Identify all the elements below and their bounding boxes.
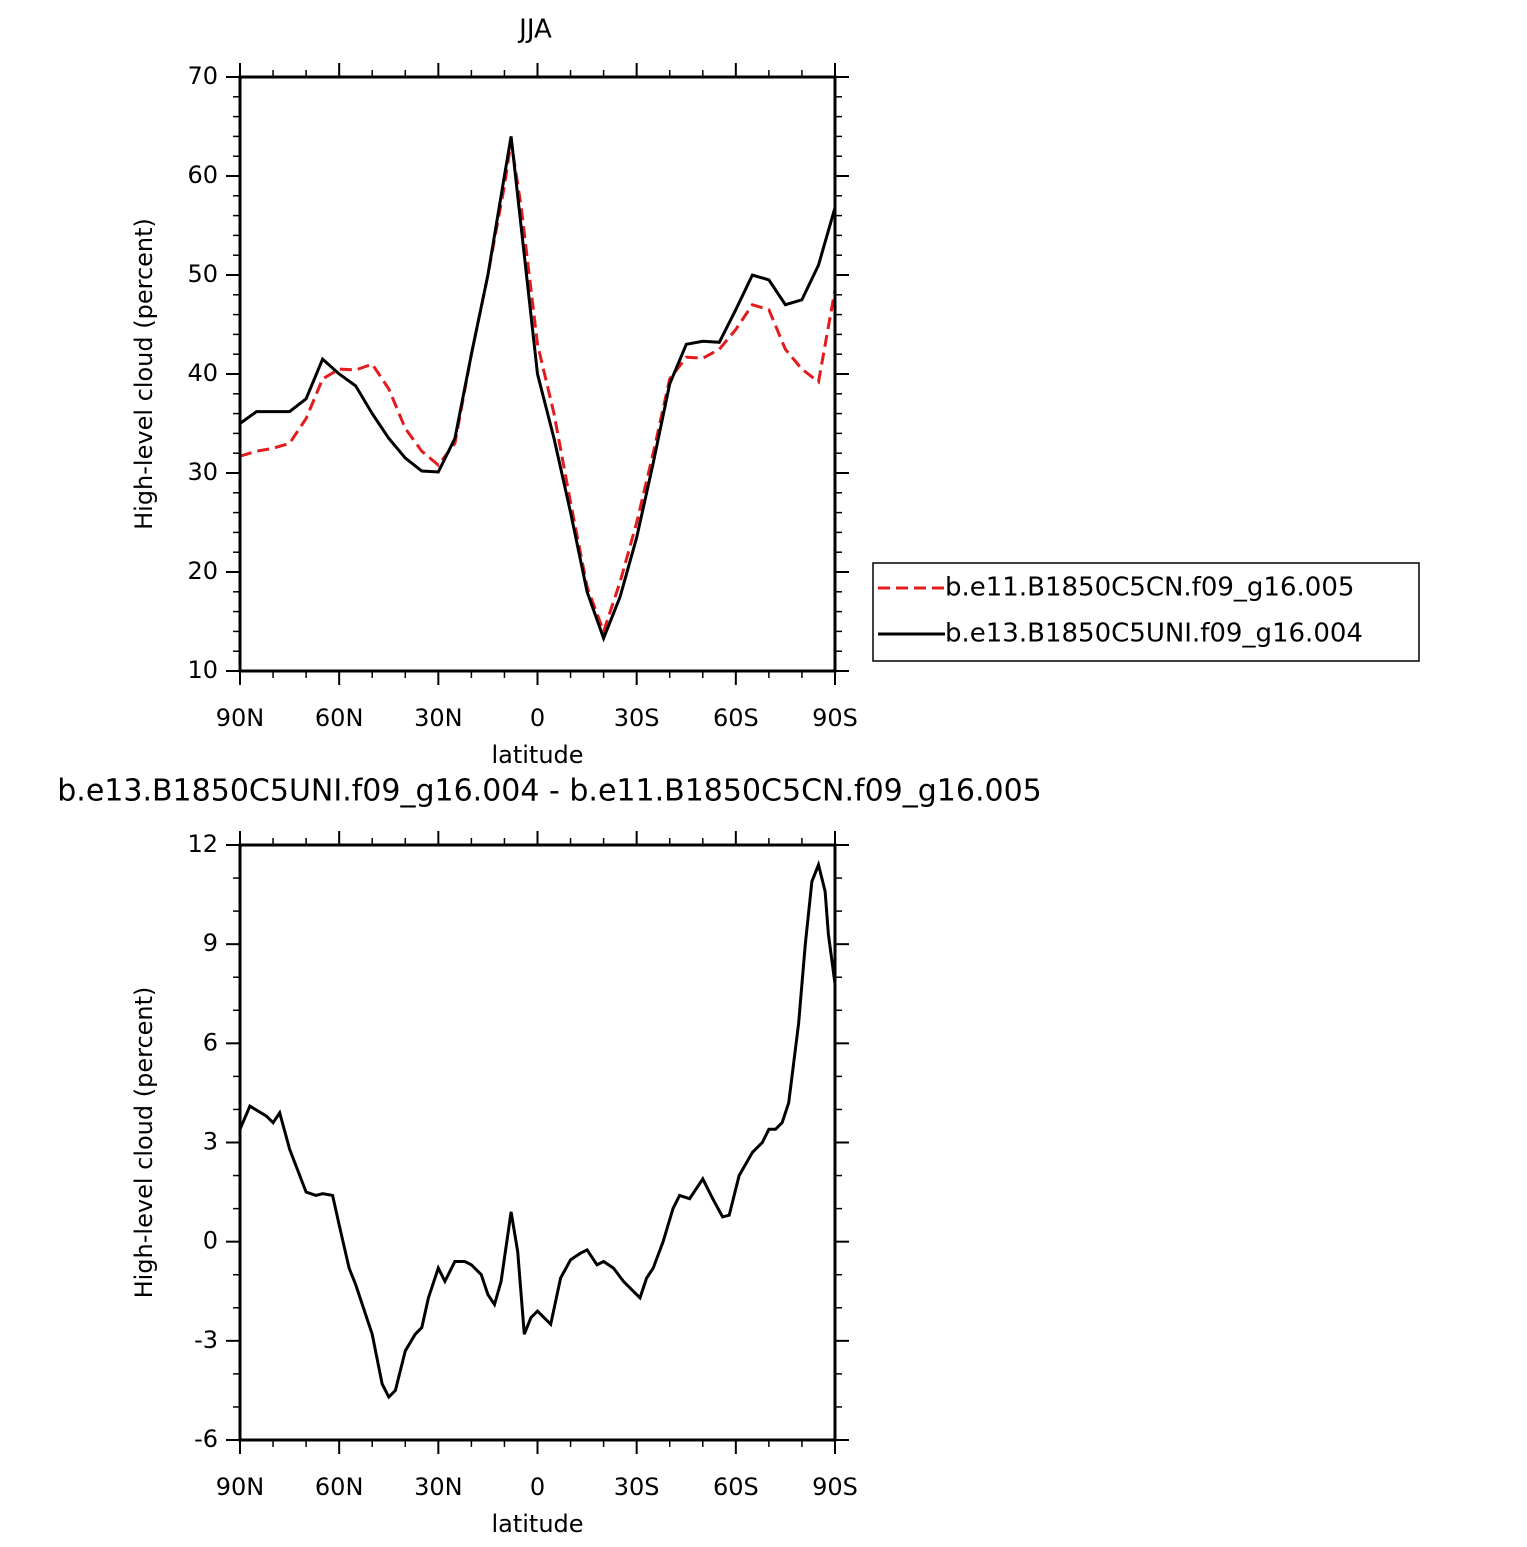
x-tick-label: 90N	[216, 1473, 265, 1501]
y-axis-label: High-level cloud (percent)	[130, 218, 158, 530]
x-tick-label: 30S	[614, 704, 660, 732]
y-tick-label: 60	[187, 161, 218, 189]
y-tick-label: 9	[203, 929, 218, 957]
legend: b.e11.B1850C5CN.f09_g16.005 b.e13.B1850C5…	[872, 562, 1420, 662]
x-tick-label: 90N	[216, 704, 265, 732]
y-tick-label: -3	[194, 1326, 218, 1354]
series-line	[238, 859, 837, 1400]
x-tick-label: 60N	[315, 1473, 364, 1501]
y-axis-label: High-level cloud (percent)	[130, 987, 158, 1299]
x-tick-label: 0	[530, 1473, 545, 1501]
y-tick-label: 6	[203, 1028, 218, 1056]
y-tick-label: 3	[203, 1128, 218, 1156]
y-tick-label: 50	[187, 260, 218, 288]
plot-frame	[238, 843, 837, 1442]
y-tick-label: -6	[194, 1425, 218, 1453]
legend-label: b.e11.B1850C5CN.f09_g16.005	[945, 573, 1354, 603]
y-tick-label: 20	[187, 557, 218, 585]
chart-title: JJA	[517, 15, 552, 45]
x-tick-label: 60N	[315, 704, 364, 732]
series-line	[239, 141, 837, 636]
y-tick-label: 30	[187, 458, 218, 486]
x-tick-label: 30N	[414, 1473, 463, 1501]
x-tick-label: 90S	[812, 1473, 858, 1501]
x-axis-label: latitude	[491, 1510, 583, 1538]
x-tick-label: 60S	[713, 704, 759, 732]
x-tick-label: 90S	[812, 704, 858, 732]
y-tick-label: 70	[187, 62, 218, 90]
x-tick-label: 0	[530, 704, 545, 732]
y-tick-label: 40	[187, 359, 218, 387]
y-tick-label: 10	[187, 656, 218, 684]
x-tick-label: 60S	[713, 1473, 759, 1501]
x-tick-label: 30S	[614, 1473, 660, 1501]
y-tick-label: 12	[187, 830, 218, 858]
chart-title: b.e13.B1850C5UNI.f09_g16.004 - b.e11.B18…	[57, 774, 1042, 809]
x-tick-label: 30N	[414, 704, 463, 732]
series-line	[239, 136, 837, 643]
legend-box	[872, 562, 1420, 662]
y-tick-label: 0	[203, 1227, 218, 1255]
x-axis-label: latitude	[491, 741, 583, 769]
plot-frame	[238, 75, 837, 673]
legend-label: b.e13.B1850C5UNI.f09_g16.004	[945, 619, 1363, 649]
